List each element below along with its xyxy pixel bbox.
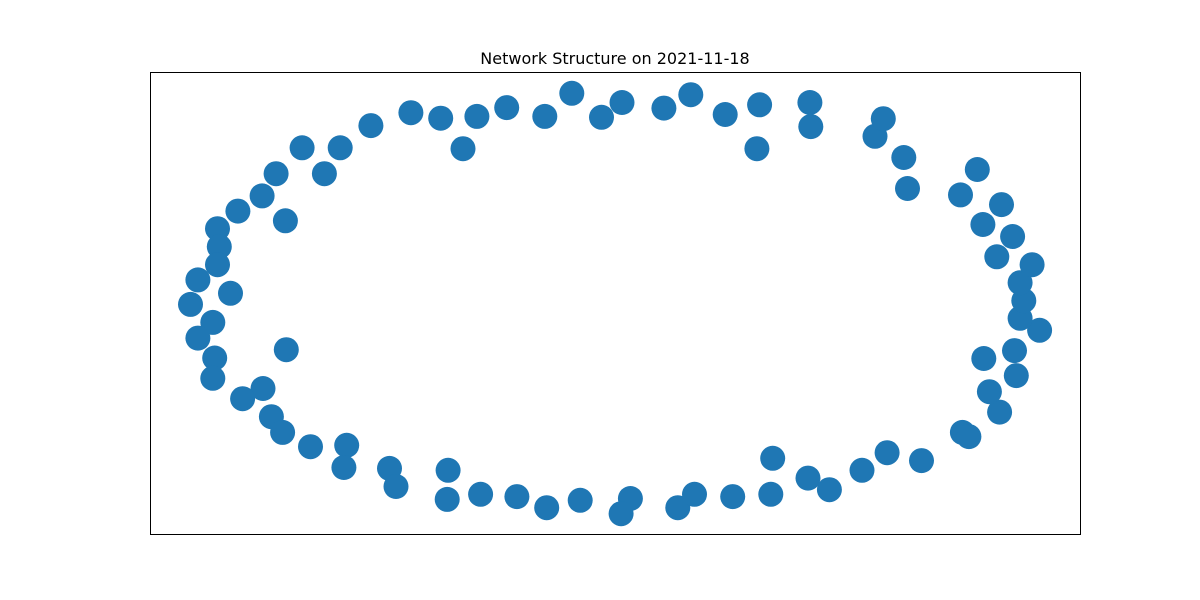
network-node-48 bbox=[760, 445, 786, 471]
network-node-44 bbox=[665, 495, 691, 521]
network-node-5 bbox=[464, 103, 490, 129]
network-node-60 bbox=[1002, 338, 1027, 364]
network-node-32 bbox=[334, 432, 360, 458]
network-node-27 bbox=[250, 376, 276, 401]
network-node-41 bbox=[567, 487, 593, 513]
network-node-52 bbox=[874, 440, 900, 466]
network-node-36 bbox=[435, 457, 461, 483]
network-node-75 bbox=[870, 106, 896, 132]
network-node-2 bbox=[589, 104, 614, 130]
network-node-23 bbox=[185, 325, 211, 351]
network-node-39 bbox=[504, 484, 530, 510]
network-node-1 bbox=[609, 90, 635, 115]
network-node-22 bbox=[200, 309, 226, 335]
node-layer bbox=[178, 80, 1053, 527]
network-node-82 bbox=[651, 95, 677, 121]
network-node-80 bbox=[712, 102, 738, 127]
network-node-49 bbox=[795, 465, 821, 491]
network-node-11 bbox=[311, 161, 337, 187]
network-node-33 bbox=[331, 455, 357, 480]
network-node-58 bbox=[971, 346, 997, 371]
network-node-46 bbox=[720, 484, 746, 510]
network-node-64 bbox=[1007, 270, 1033, 296]
network-node-38 bbox=[468, 481, 494, 507]
network-node-10 bbox=[289, 135, 315, 161]
network-node-50 bbox=[816, 477, 842, 503]
network-node-3 bbox=[532, 103, 558, 129]
network-node-15 bbox=[272, 208, 298, 234]
network-node-70 bbox=[948, 182, 973, 208]
network-node-68 bbox=[970, 212, 996, 237]
network-node-51 bbox=[849, 457, 875, 483]
network-node-76 bbox=[798, 114, 824, 140]
network-node-55 bbox=[987, 399, 1013, 425]
network-node-61 bbox=[1027, 317, 1053, 343]
network-node-81 bbox=[678, 82, 704, 108]
network-node-19 bbox=[185, 267, 211, 293]
network-node-25 bbox=[273, 337, 299, 363]
network-node-12 bbox=[263, 161, 289, 187]
network-node-16 bbox=[205, 216, 230, 242]
network-node-28 bbox=[230, 386, 256, 412]
network-node-57 bbox=[976, 379, 1002, 405]
network-node-20 bbox=[178, 291, 203, 317]
chart-title: Network Structure on 2021-11-18 bbox=[480, 49, 749, 68]
network-node-21 bbox=[218, 280, 243, 306]
network-node-31 bbox=[298, 434, 323, 460]
network-node-43 bbox=[608, 501, 634, 527]
network-node-17 bbox=[206, 234, 232, 260]
network-node-26 bbox=[200, 365, 226, 391]
network-node-37 bbox=[434, 486, 460, 512]
network-node-53 bbox=[909, 448, 934, 474]
network-node-47 bbox=[758, 481, 784, 507]
network-node-59 bbox=[1003, 363, 1029, 389]
network-node-6 bbox=[428, 105, 454, 131]
network-node-69 bbox=[989, 192, 1014, 218]
network-node-66 bbox=[984, 244, 1010, 270]
network-node-4 bbox=[494, 95, 520, 121]
network-node-72 bbox=[891, 145, 917, 170]
network-node-83 bbox=[450, 136, 476, 162]
network-node-56 bbox=[956, 424, 982, 450]
network-node-7 bbox=[398, 100, 424, 126]
network-node-35 bbox=[383, 474, 409, 499]
network-node-67 bbox=[1000, 224, 1026, 249]
network-node-73 bbox=[895, 176, 920, 201]
network-node-8 bbox=[358, 113, 384, 139]
network-node-79 bbox=[747, 92, 773, 118]
network-node-14 bbox=[225, 198, 251, 224]
network-node-77 bbox=[797, 90, 823, 115]
network-node-65 bbox=[1019, 252, 1045, 278]
network-node-9 bbox=[327, 135, 353, 161]
network-node-0 bbox=[559, 80, 585, 106]
network-node-13 bbox=[249, 183, 275, 209]
network-node-30 bbox=[270, 419, 296, 445]
network-node-78 bbox=[744, 136, 770, 162]
plot-frame bbox=[150, 72, 1081, 535]
network-node-18 bbox=[205, 252, 230, 278]
network-node-24 bbox=[202, 345, 228, 371]
network-node-71 bbox=[964, 157, 990, 182]
network-node-45 bbox=[682, 481, 707, 507]
network-node-40 bbox=[534, 495, 560, 521]
